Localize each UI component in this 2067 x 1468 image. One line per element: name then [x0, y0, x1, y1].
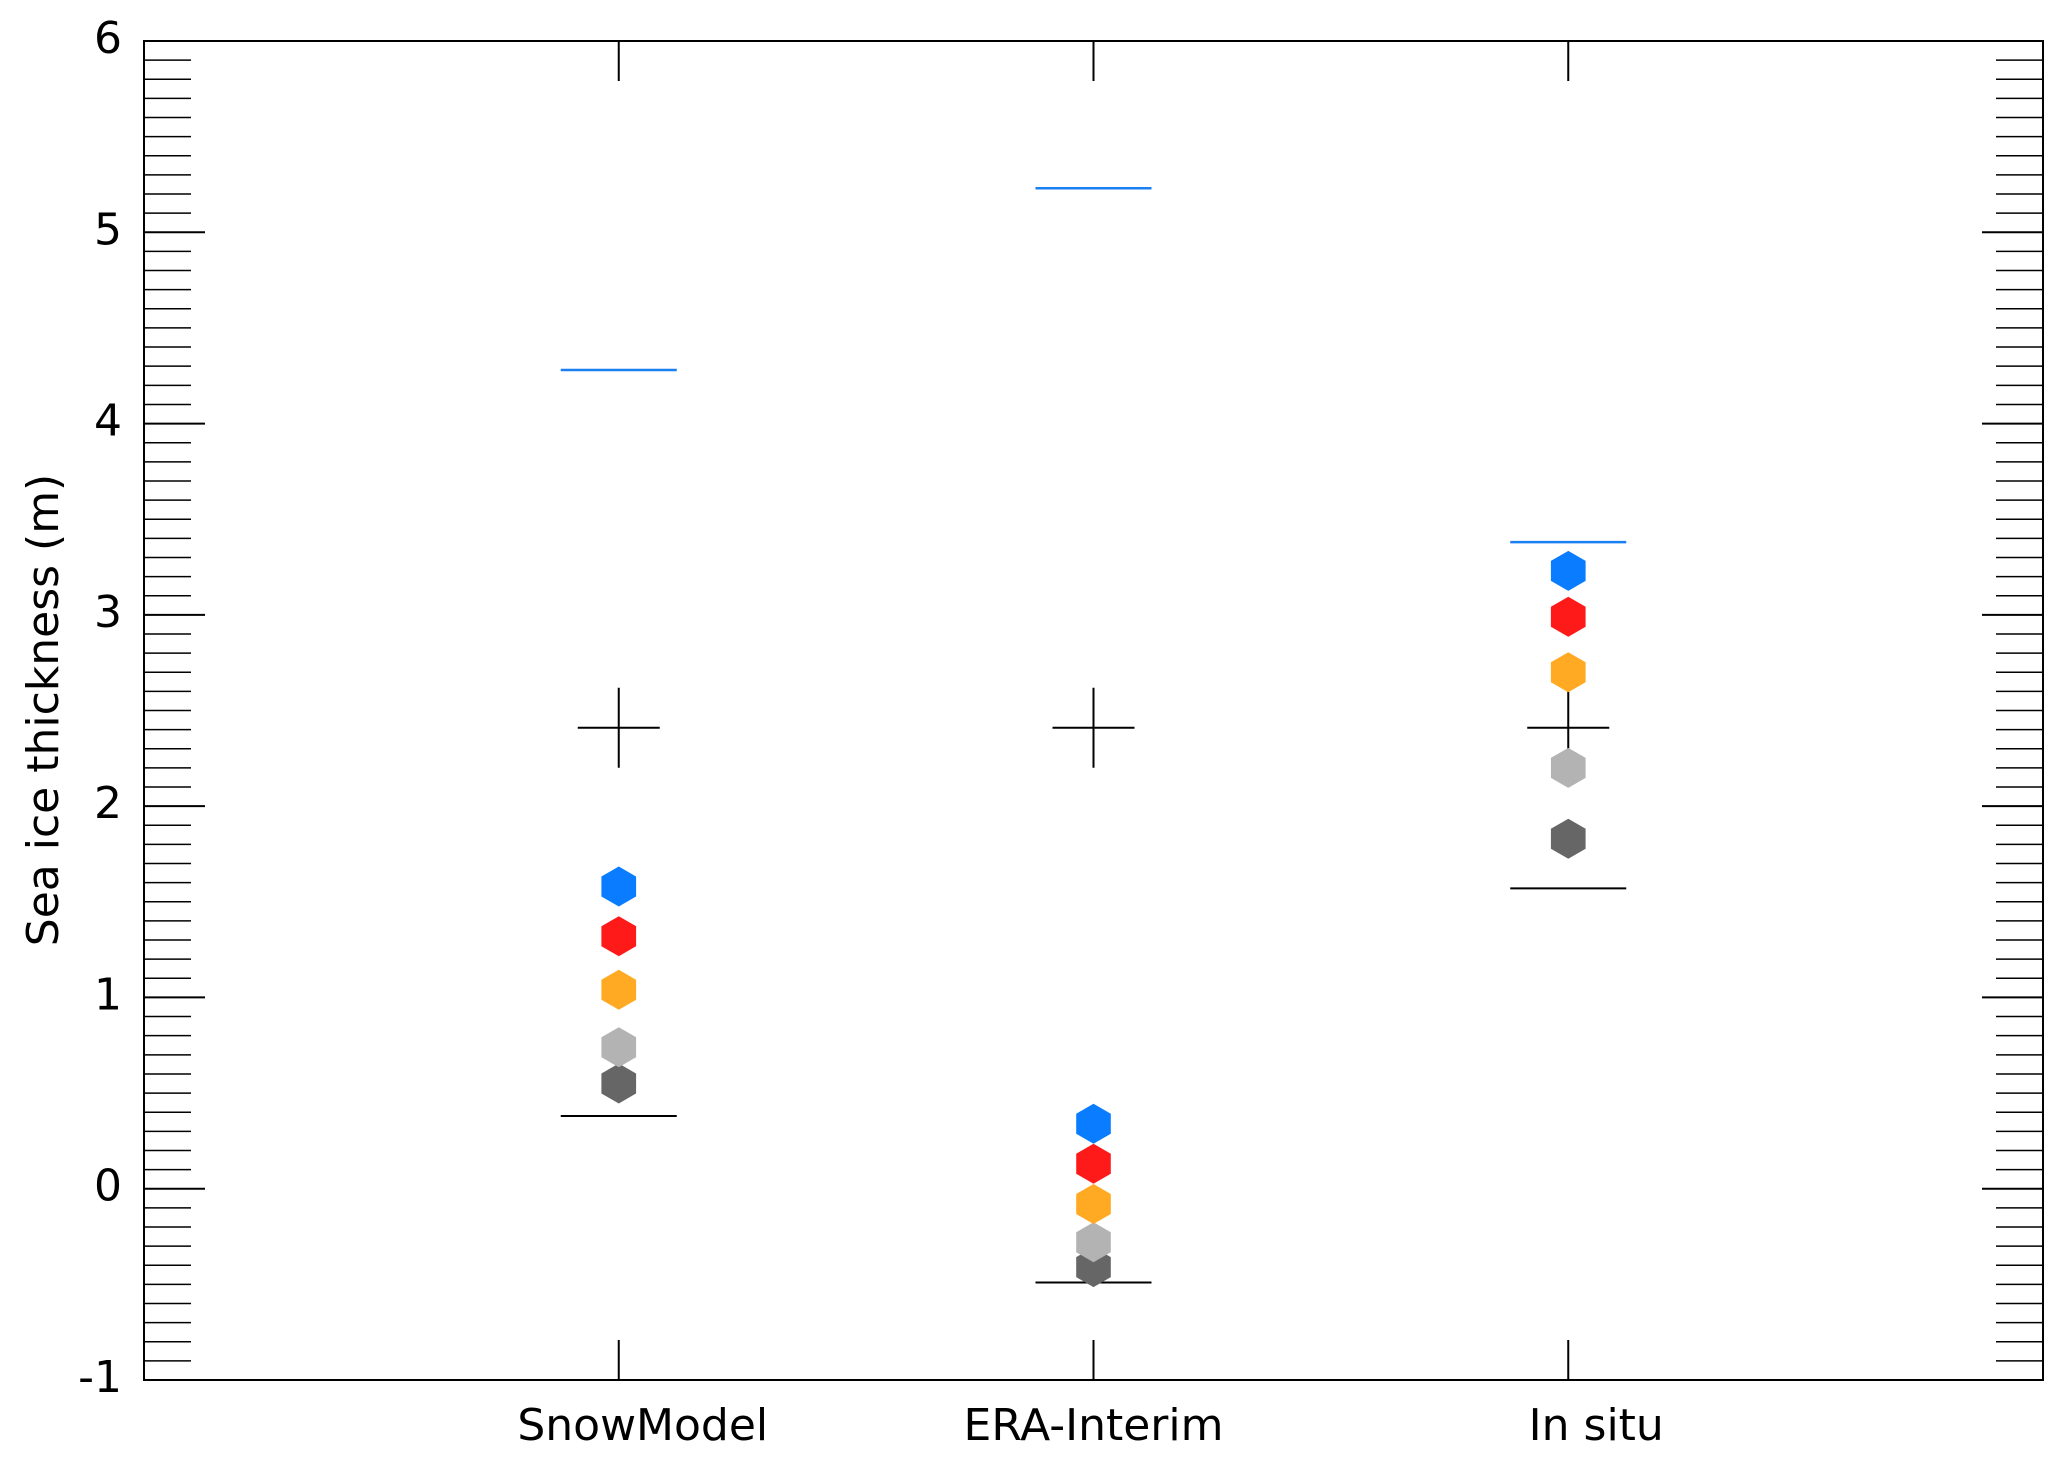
y-tick-label: 1 [94, 969, 122, 1020]
y-tick-label: 0 [94, 1161, 122, 1212]
hexagon-point [1076, 1222, 1111, 1263]
hexagon-point [601, 969, 637, 1010]
y-tick-label: 2 [94, 778, 122, 829]
y-tick-label: -1 [78, 1352, 122, 1403]
y-tick-label: 6 [94, 13, 122, 64]
hexagon-point [601, 916, 637, 957]
hexagon-point [1550, 596, 1586, 637]
hexagon-point [1076, 1184, 1111, 1224]
hexagon-point [601, 1063, 637, 1104]
x-tick-label: In situ [1529, 1400, 1664, 1451]
hexagon-point [1550, 747, 1586, 788]
hexagon-point [1076, 1143, 1111, 1184]
x-tick-label: SnowModel [517, 1400, 768, 1451]
y-tick-label: 4 [94, 396, 122, 447]
hexagon-point [1550, 652, 1586, 693]
hexagon-point [1550, 818, 1586, 859]
hexagon-point [601, 1027, 637, 1068]
y-axis-label: Sea ice thickness (m) [18, 474, 69, 946]
y-tick-label: 5 [94, 204, 122, 255]
cross-marker [577, 687, 660, 768]
hexagon-point [601, 866, 637, 907]
y-tick-label: 3 [94, 587, 122, 638]
cross-marker [1052, 687, 1135, 768]
hexagon-point [1076, 1103, 1111, 1144]
x-tick-label: ERA-Interim [964, 1400, 1224, 1451]
hexagon-point [1550, 550, 1586, 591]
